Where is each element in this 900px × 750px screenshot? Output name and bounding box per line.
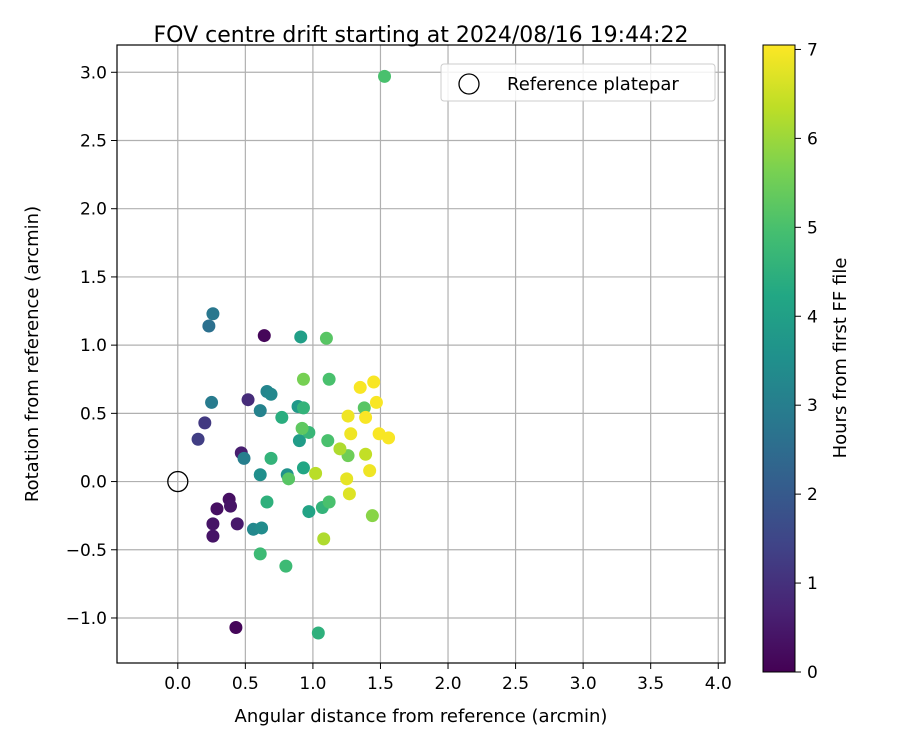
- data-point: [264, 387, 278, 401]
- data-point: [295, 421, 309, 435]
- data-point: [257, 329, 271, 343]
- x-tick-label: 0.0: [164, 674, 191, 694]
- data-point: [367, 375, 381, 389]
- data-point: [275, 410, 289, 424]
- data-point: [223, 499, 237, 513]
- data-point: [292, 434, 306, 448]
- data-point: [341, 409, 355, 423]
- data-point: [198, 416, 212, 430]
- x-tick-label: 4.0: [705, 674, 732, 694]
- x-tick-label: 3.5: [637, 674, 664, 694]
- data-point: [353, 380, 367, 394]
- x-tick-label: 0.5: [232, 674, 259, 694]
- reference-marker-layer: [167, 470, 189, 493]
- colorbar-tick-label: 2: [807, 485, 818, 505]
- data-point: [294, 330, 308, 344]
- y-tick-label: 1.0: [80, 336, 107, 356]
- colorbar-tick-label: 5: [807, 218, 818, 238]
- data-point: [382, 431, 396, 445]
- data-point: [322, 495, 336, 509]
- data-point: [230, 517, 244, 531]
- y-tick-label: −1.0: [66, 609, 107, 629]
- data-point: [365, 509, 379, 523]
- data-point: [206, 517, 220, 531]
- data-point: [253, 468, 267, 482]
- colorbar-tick-label: 4: [807, 307, 818, 327]
- data-point: [202, 319, 216, 333]
- colorbar-label: Hours from first FF file: [830, 258, 851, 459]
- data-point: [369, 395, 383, 409]
- data-point: [359, 410, 373, 424]
- data-point: [322, 372, 336, 386]
- data-point: [253, 404, 267, 418]
- data-point: [237, 451, 251, 465]
- data-point: [302, 505, 316, 519]
- data-point: [279, 559, 293, 573]
- y-tick-label: 0.0: [80, 473, 107, 493]
- x-tick-label: 2.0: [434, 674, 461, 694]
- data-point: [321, 434, 335, 448]
- data-point: [255, 521, 269, 535]
- plot-frame: [116, 44, 726, 664]
- data-point: [340, 472, 354, 486]
- x-tick-label: 1.0: [299, 674, 326, 694]
- data-point: [296, 461, 310, 475]
- data-point: [359, 447, 373, 461]
- data-point: [319, 331, 333, 345]
- data-point: [205, 395, 219, 409]
- chart-title: FOV centre drift starting at 2024/08/16 …: [154, 23, 689, 48]
- data-point: [206, 307, 220, 321]
- data-point: [317, 532, 331, 546]
- x-axis-ticks: 0.0 0.5 1.0 1.5 2.0 2.5 3.0 3.5 4.0: [164, 663, 732, 694]
- data-point: [363, 464, 377, 478]
- data-point: [357, 401, 371, 415]
- colorbar-tick-label: 0: [807, 663, 818, 683]
- data-point: [378, 69, 392, 83]
- y-tick-label: 2.0: [80, 200, 107, 220]
- y-axis-label: Rotation from reference (arcmin): [22, 206, 43, 502]
- y-tick-label: −0.5: [66, 541, 107, 561]
- reference-platepar-marker: [167, 470, 189, 493]
- colorbar-tick-label: 7: [807, 40, 818, 60]
- x-tick-label: 3.0: [570, 674, 597, 694]
- data-point: [241, 393, 255, 407]
- data-point: [296, 401, 310, 415]
- legend-marker-icon: [458, 73, 480, 95]
- legend: Reference platepar: [440, 63, 716, 102]
- colorbar-tick-label: 1: [807, 574, 818, 594]
- y-tick-label: 1.5: [80, 268, 107, 288]
- data-point: [342, 487, 356, 501]
- x-tick-label: 1.5: [367, 674, 394, 694]
- data-point: [260, 495, 274, 509]
- colorbar-tick-label: 6: [807, 129, 818, 149]
- data-point: [282, 472, 296, 486]
- data-point: [253, 547, 267, 561]
- data-point: [309, 466, 323, 480]
- colorbar-tick-label: 3: [807, 396, 818, 416]
- x-axis-label: Angular distance from reference (arcmin): [235, 706, 608, 727]
- y-tick-label: 3.0: [80, 63, 107, 83]
- colorbar: [762, 44, 796, 673]
- data-point: [206, 529, 220, 543]
- legend-label: Reference platepar: [507, 74, 679, 95]
- data-point: [311, 626, 325, 640]
- y-tick-label: 0.5: [80, 404, 107, 424]
- y-tick-label: 2.5: [80, 131, 107, 151]
- data-point: [229, 621, 243, 635]
- y-axis-ticks: −1.0 −0.5 0.0 0.5 1.0 1.5 2.0 2.5 3.0: [66, 63, 117, 629]
- data-point: [264, 451, 278, 465]
- grid-lines: [117, 45, 725, 663]
- data-point: [191, 432, 205, 446]
- legend-box: [440, 63, 716, 102]
- data-point: [333, 442, 347, 456]
- x-tick-label: 2.5: [502, 674, 529, 694]
- data-point: [296, 372, 310, 386]
- data-point: [344, 427, 358, 441]
- colorbar-ticks: 0 1 2 3 4 5 6 7: [795, 40, 818, 683]
- data-points: [191, 69, 396, 640]
- data-point: [210, 502, 224, 516]
